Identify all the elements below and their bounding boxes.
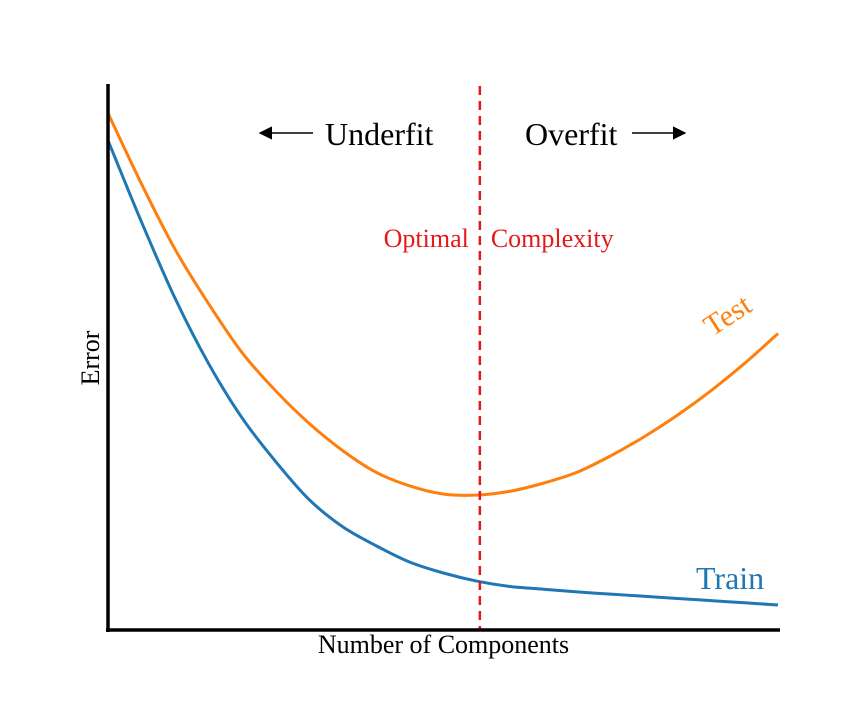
- optimal-label: Optimal: [384, 224, 469, 253]
- y-axis-label: Error: [76, 330, 105, 385]
- series-line-test: [106, 112, 779, 497]
- complexity-label: Complexity: [491, 224, 614, 253]
- train-series-label: Train: [696, 560, 764, 596]
- x-axis-label: Number of Components: [318, 630, 569, 659]
- overfit-label: Overfit: [525, 116, 618, 152]
- series-layer: [106, 112, 779, 607]
- underfit-label: Underfit: [325, 116, 434, 152]
- series-line-train: [106, 139, 779, 607]
- test-series-label: Test: [698, 288, 758, 343]
